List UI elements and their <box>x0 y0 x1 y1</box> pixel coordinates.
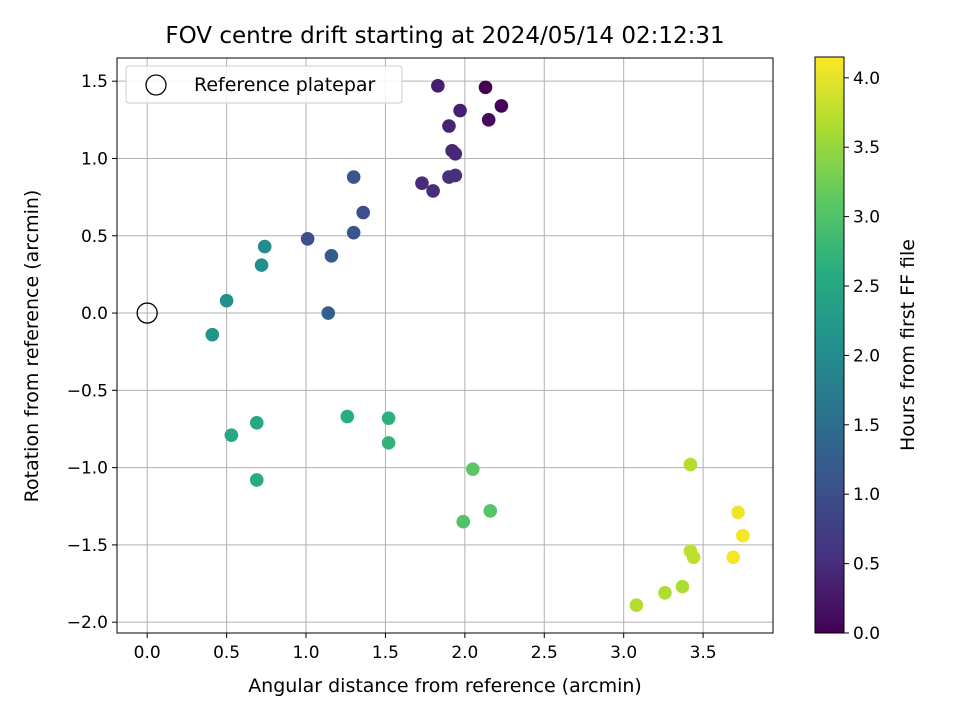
data-point <box>346 170 361 184</box>
y-tick-label: −1.0 <box>67 459 108 479</box>
data-point <box>381 436 396 450</box>
data-point <box>254 258 269 272</box>
colorbar-tick-label: 1.0 <box>853 485 880 505</box>
data-point <box>658 586 672 600</box>
data-point <box>448 168 463 183</box>
data-point <box>448 147 463 161</box>
colorbar-tick-label: 3.0 <box>853 208 880 228</box>
y-tick-label: 1.0 <box>81 149 108 169</box>
data-point <box>483 504 498 518</box>
data-point <box>629 598 644 612</box>
legend-marker <box>145 74 167 96</box>
colorbar <box>814 56 845 634</box>
data-point <box>431 79 445 93</box>
colorbar-tick-label: 0.0 <box>853 624 880 644</box>
legend-label: Reference platepar <box>194 74 376 96</box>
y-tick-label: 1.5 <box>81 72 108 92</box>
reference-marker-layer <box>136 302 158 324</box>
data-point <box>683 457 698 472</box>
data-point <box>257 239 272 254</box>
data-point <box>300 232 315 246</box>
x-tick-label: 0.5 <box>213 643 240 663</box>
y-tick-label: 0.0 <box>81 304 108 324</box>
x-tick-label: 2.0 <box>451 643 478 663</box>
data-point <box>442 119 456 133</box>
colorbar-tick-label: 1.5 <box>853 416 880 436</box>
data-point <box>415 176 429 191</box>
data-point <box>726 550 741 565</box>
chart-title: FOV centre drift starting at 2024/05/14 … <box>165 23 724 49</box>
y-axis-ticks: −2.0 −1.5 −1.0 −0.5 0.0 0.5 1.0 1.5 <box>67 72 117 633</box>
data-points <box>205 79 750 612</box>
colorbar-label: Hours from first FF file <box>897 239 919 451</box>
y-tick-label: −2.0 <box>67 613 108 633</box>
colorbar-ticks: 0.0 0.5 1.0 1.5 2.0 2.5 3.0 3.5 4.0 <box>844 69 880 644</box>
x-axis-label: Angular distance from reference (arcmin) <box>248 675 642 697</box>
x-tick-label: 1.5 <box>372 643 399 663</box>
reference-platepar-marker <box>136 302 158 324</box>
grid <box>117 58 773 633</box>
x-tick-label: 3.0 <box>610 643 637 663</box>
colorbar-tick-label: 4.0 <box>853 69 880 89</box>
colorbar-tick-label: 0.5 <box>853 555 880 575</box>
y-tick-label: −0.5 <box>67 381 108 401</box>
colorbar-tick-label: 2.0 <box>853 346 880 366</box>
x-axis-ticks: 0.0 0.5 1.0 1.5 2.0 2.5 3.0 3.5 <box>134 633 717 663</box>
data-point <box>453 103 467 118</box>
y-tick-label: −1.5 <box>67 536 108 556</box>
data-point <box>381 411 396 425</box>
data-point <box>481 113 496 127</box>
data-point <box>224 428 239 442</box>
data-point <box>686 550 701 565</box>
data-point <box>356 205 370 220</box>
data-point <box>249 473 264 487</box>
data-point <box>340 409 355 424</box>
data-point <box>675 579 690 594</box>
data-point <box>494 99 509 113</box>
data-point <box>465 462 480 476</box>
data-point <box>205 327 220 342</box>
data-point <box>249 415 264 430</box>
colorbar-tick-label: 3.5 <box>853 138 880 158</box>
data-point <box>324 249 339 263</box>
data-point <box>456 514 471 529</box>
data-point <box>426 184 440 198</box>
legend-box <box>125 65 403 104</box>
data-point <box>321 306 336 320</box>
x-tick-label: 3.5 <box>690 643 717 663</box>
x-tick-label: 2.5 <box>531 643 558 663</box>
data-point <box>346 225 361 240</box>
data-point <box>731 505 745 520</box>
plot-frame <box>116 57 774 634</box>
data-point <box>478 80 493 95</box>
y-axis-label: Rotation from reference (arcmin) <box>21 190 43 503</box>
y-tick-label: 0.5 <box>81 227 108 247</box>
data-point <box>219 293 234 308</box>
legend: Reference platepar <box>125 65 403 104</box>
x-tick-label: 0.0 <box>134 643 161 663</box>
colorbar-tick-label: 2.5 <box>853 277 880 297</box>
data-point <box>736 528 750 543</box>
x-tick-label: 1.0 <box>292 643 319 663</box>
